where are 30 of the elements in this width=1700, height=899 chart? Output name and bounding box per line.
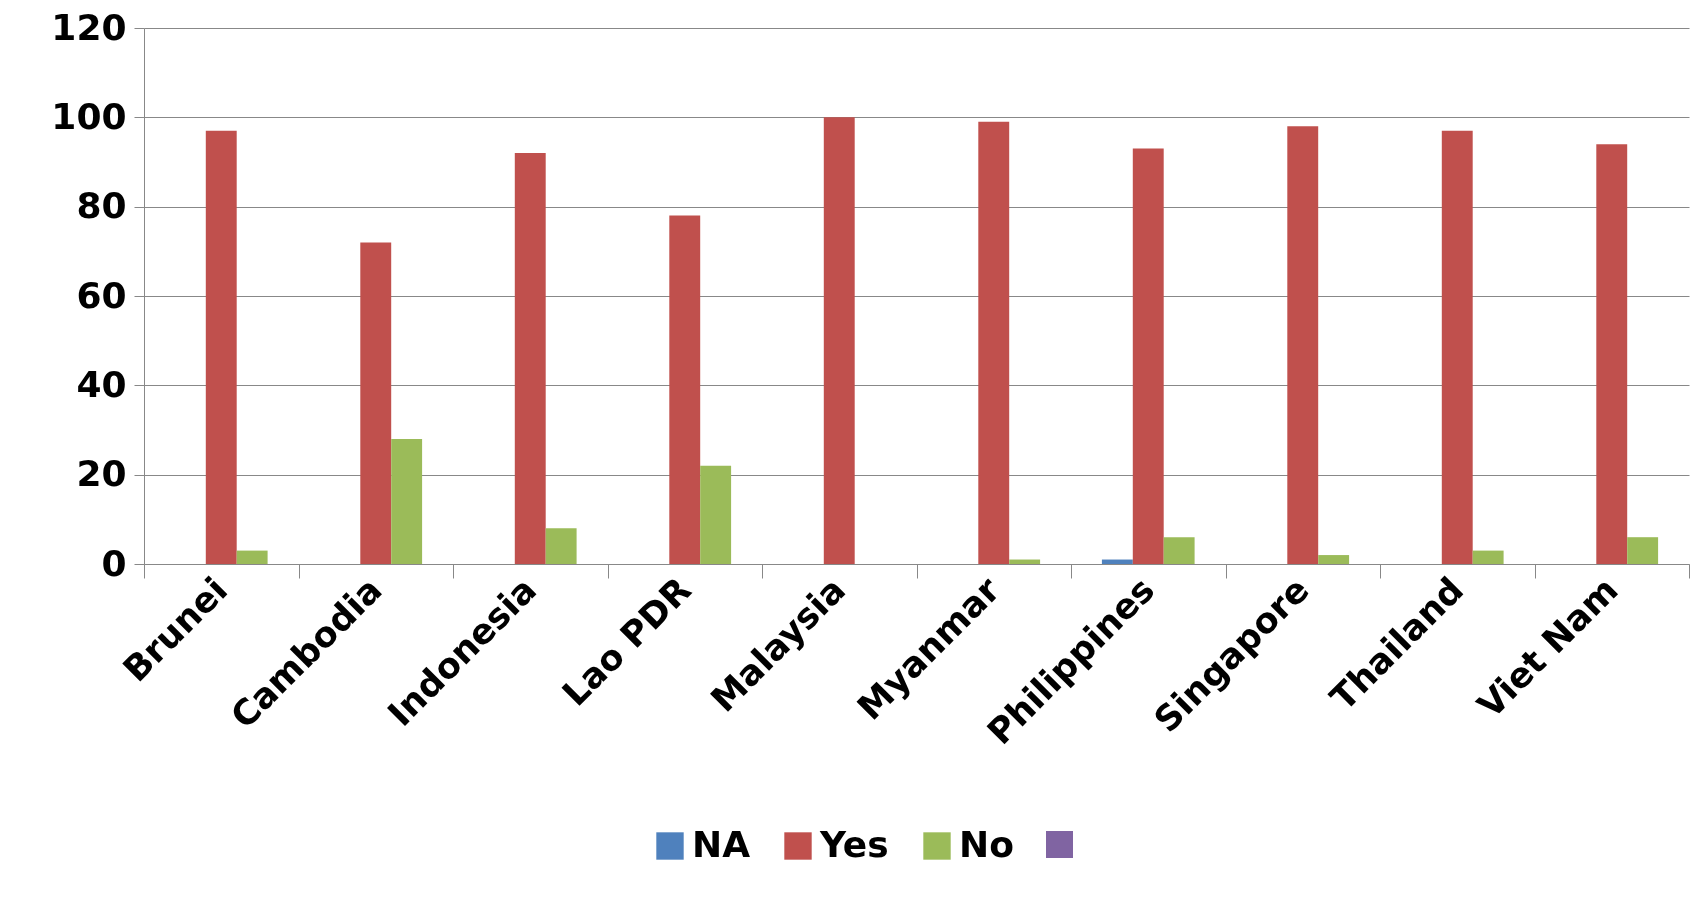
legend-label: No xyxy=(959,824,1014,865)
bar xyxy=(1441,130,1473,564)
y-tick-label: 120 xyxy=(51,6,127,48)
y-tick-label: 20 xyxy=(76,453,127,495)
y-tick-label: 60 xyxy=(76,274,127,316)
bar xyxy=(1596,144,1628,564)
y-tick-label: 100 xyxy=(51,95,127,137)
bar xyxy=(823,117,855,564)
bar xyxy=(1318,555,1350,564)
bar xyxy=(1287,126,1319,564)
bar xyxy=(1163,537,1195,564)
bar xyxy=(545,528,577,564)
bar xyxy=(1472,550,1504,564)
legend-label: NA xyxy=(692,824,751,865)
bar xyxy=(1009,559,1041,564)
bar xyxy=(700,465,732,564)
legend-label: Yes xyxy=(819,824,889,865)
y-tick-label: 80 xyxy=(76,185,127,227)
bar xyxy=(360,242,392,564)
y-tick-label: 40 xyxy=(76,363,127,405)
bar xyxy=(236,550,268,564)
bar xyxy=(1132,148,1164,564)
bar xyxy=(391,438,423,564)
bar xyxy=(669,215,701,564)
bar xyxy=(205,130,237,564)
bar xyxy=(1101,559,1133,564)
bar xyxy=(978,121,1010,564)
bar xyxy=(514,153,546,564)
y-tick-label: 0 xyxy=(101,542,127,584)
bar xyxy=(1627,537,1659,564)
